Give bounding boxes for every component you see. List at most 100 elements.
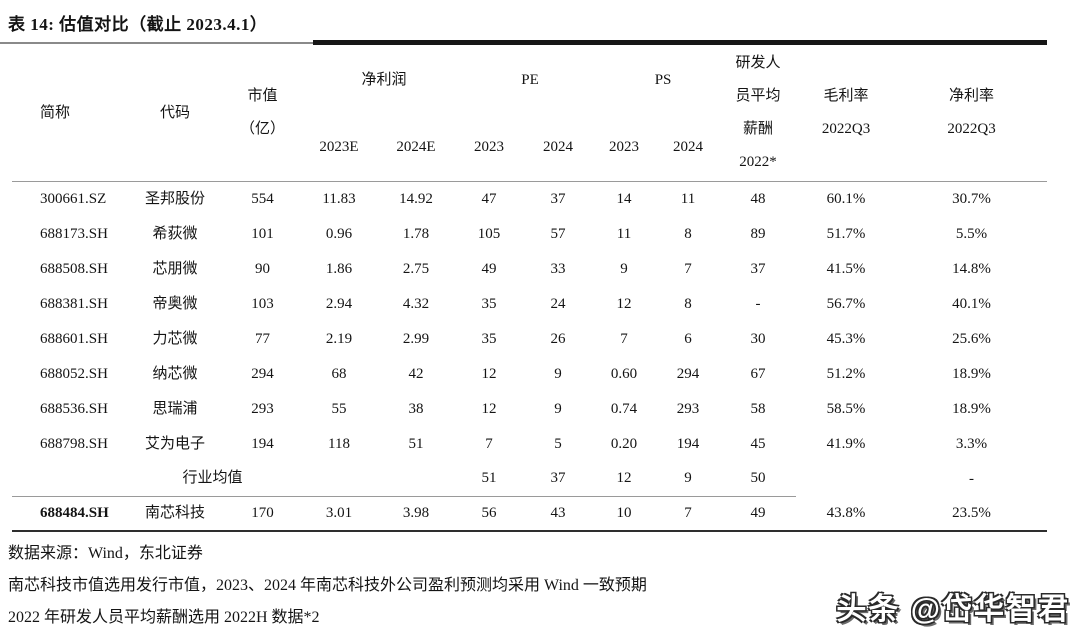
cell-name: 希荻微 xyxy=(152,225,198,242)
cell-np2024: 1.78 xyxy=(402,225,430,242)
cell-ps2024: 6 xyxy=(684,330,692,347)
cell-np2023: 118 xyxy=(328,435,350,452)
cell-np2024: 4.32 xyxy=(402,295,430,312)
cell-np2023: 11.83 xyxy=(322,190,356,207)
cell-ps2024: 7 xyxy=(684,260,692,277)
header-gross-margin-line1: 毛利率 xyxy=(823,88,869,105)
table-row: 688536.SH 思瑞浦 293 55 38 12 9 0.74 293 58… xyxy=(12,391,1047,426)
cell-code: 688536.SH xyxy=(40,400,108,417)
header-ps-group: PS xyxy=(592,46,720,114)
cell-pe2023: 49 xyxy=(481,260,497,277)
cell-pe2024: 37 xyxy=(550,190,566,207)
cell-pe2023: 7 xyxy=(485,435,493,452)
cell-pe2024: 5 xyxy=(554,435,562,452)
cell-gross: 56.7% xyxy=(826,295,866,312)
header-pe-group: PE xyxy=(454,46,592,114)
cell-ps2024: 194 xyxy=(676,435,700,452)
cell-net: 25.6% xyxy=(952,330,991,347)
cell-salary: 89 xyxy=(750,225,766,242)
cell-mcap: 554 xyxy=(251,190,274,207)
cell-salary: 48 xyxy=(750,190,766,207)
cell-pe2023: 35 xyxy=(481,295,497,312)
table-row: 300661.SZ 圣邦股份 554 11.83 14.92 47 37 14 … xyxy=(12,181,1047,216)
title-rule-thick xyxy=(313,40,1047,45)
subheader-pe-2023: 2023 xyxy=(454,114,525,182)
cell-ps2024: 293 xyxy=(676,400,700,417)
header-code: 代码 xyxy=(125,46,225,182)
industry-average-row: 行业均值 51 37 12 9 50 - xyxy=(12,461,1047,496)
table-row: 688798.SH 艾为电子 194 118 51 7 5 0.20 194 4… xyxy=(12,426,1047,461)
cell-np2024: 51 xyxy=(408,435,424,452)
header-market-cap-line1: 市值 xyxy=(247,88,278,105)
header-rd-salary-line1: 研发人 xyxy=(735,55,781,72)
cell-mcap: 101 xyxy=(251,225,274,242)
cell-code: 688173.SH xyxy=(40,225,108,242)
cell-np2023: 2.94 xyxy=(325,295,353,312)
subheader-np-2023e: 2023E xyxy=(300,114,378,182)
cell-ps2023: 10 xyxy=(592,495,657,532)
cell-pe2024: 26 xyxy=(550,330,566,347)
cell-net: 3.3% xyxy=(955,435,988,452)
cell-code: 688484.SH xyxy=(12,495,125,532)
cell-np2024: 42 xyxy=(408,365,424,382)
cell-net: 18.9% xyxy=(952,365,991,382)
cell-ps2023: 0.20 xyxy=(610,435,638,452)
cell-net: - xyxy=(969,470,975,487)
cell-ps2023: 7 xyxy=(620,330,628,347)
cell-pe2024: 33 xyxy=(550,260,566,277)
header-net-margin: 净利率 2022Q3 xyxy=(896,46,1048,182)
cell-name: 帝奥微 xyxy=(152,295,198,312)
cell-name: 圣邦股份 xyxy=(144,190,205,207)
cell-mcap: 77 xyxy=(255,330,270,347)
table-row: 688381.SH 帝奥微 103 2.94 4.32 35 24 12 8 -… xyxy=(12,286,1047,321)
cell-pe2023: 35 xyxy=(481,330,497,347)
cell-salary: 37 xyxy=(750,260,766,277)
header-net-margin-line1: 净利率 xyxy=(949,88,995,105)
table-row: 688173.SH 希荻微 101 0.96 1.78 105 57 11 8 … xyxy=(12,216,1047,251)
cell-code: 688798.SH xyxy=(40,435,108,452)
cell-pe2024: 24 xyxy=(550,295,566,312)
cell-ps2024: 11 xyxy=(680,190,696,207)
header-gross-margin: 毛利率 2022Q3 xyxy=(796,46,897,182)
cell-salary: 49 xyxy=(720,495,797,532)
cell-pe2023: 47 xyxy=(481,190,497,207)
cell-gross: 58.5% xyxy=(826,400,866,417)
cell-code: 688381.SH xyxy=(40,295,108,312)
valuation-table: 简称 代码 市值 （亿） 净利润 PE PS 研发人 员平均 薪酬 2022* … xyxy=(12,46,1048,532)
cell-pe2024: 57 xyxy=(550,225,566,242)
table-title: 表 14: 估值对比（截止 2023.4.1） xyxy=(8,15,268,34)
cell-np2024: 2.75 xyxy=(402,260,430,277)
cell-gross: 60.1% xyxy=(826,190,866,207)
highlight-row-nanxin: 688484.SH 南芯科技 170 3.01 3.98 56 43 10 7 … xyxy=(12,495,1048,532)
cell-np2024: 3.98 xyxy=(378,495,455,532)
footnote-note1: 南芯科技市值选用发行市值，2023、2024 年南芯科技外公司盈利预测均采用 W… xyxy=(8,577,647,594)
cell-net: 14.8% xyxy=(952,260,991,277)
cell-ps2024: 9 xyxy=(684,470,692,487)
subheader-ps-2024: 2024 xyxy=(656,114,721,182)
title-rule xyxy=(0,40,1080,46)
header-rd-salary-line2: 员平均 xyxy=(735,88,781,105)
cell-np2023: 2.19 xyxy=(325,330,353,347)
footnotes: 数据来源：Wind，东北证券 南芯科技市值选用发行市值，2023、2024 年南… xyxy=(8,538,1080,632)
cell-salary: 45 xyxy=(750,435,766,452)
cell-np2023: 68 xyxy=(331,365,347,382)
cell-empty xyxy=(300,461,378,496)
cell-salary: - xyxy=(755,295,761,312)
cell-pe2023: 12 xyxy=(481,400,497,417)
cell-np2024: 14.92 xyxy=(399,190,433,207)
cell-name: 芯朋微 xyxy=(152,260,198,277)
cell-mcap: 170 xyxy=(225,495,300,532)
cell-ps2024: 8 xyxy=(684,295,692,312)
header-market-cap: 市值 （亿） xyxy=(225,46,300,182)
header-short-name: 简称 xyxy=(12,46,125,182)
cell-gross: 51.2% xyxy=(826,365,866,382)
cell-empty xyxy=(378,461,454,496)
cell-pe2023: 51 xyxy=(481,470,497,487)
cell-ps2023: 12 xyxy=(616,295,632,312)
cell-code: 688052.SH xyxy=(40,365,108,382)
cell-code: 300661.SZ xyxy=(40,190,107,207)
subheader-ps-2023: 2023 xyxy=(592,114,657,182)
cell-pe2024: 37 xyxy=(550,470,566,487)
cell-gross: 45.3% xyxy=(826,330,866,347)
